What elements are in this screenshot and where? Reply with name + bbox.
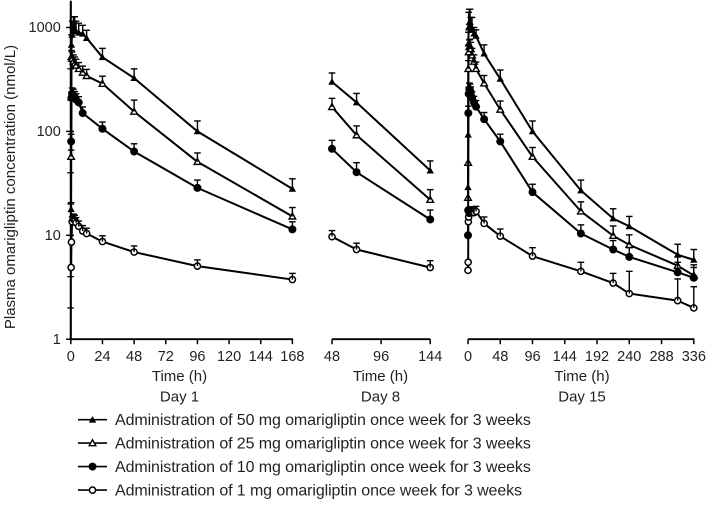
svg-text:Administration of 25 mg omarig: Administration of 25 mg omarigliptin onc… bbox=[115, 435, 531, 452]
svg-text:0: 0 bbox=[464, 349, 472, 365]
svg-text:0: 0 bbox=[67, 349, 75, 365]
svg-text:240: 240 bbox=[617, 349, 641, 365]
svg-text:1: 1 bbox=[53, 332, 61, 348]
svg-text:168: 168 bbox=[280, 349, 304, 365]
svg-text:Day 15: Day 15 bbox=[558, 389, 606, 406]
svg-text:Day 1: Day 1 bbox=[160, 389, 199, 406]
svg-text:Time (h): Time (h) bbox=[554, 368, 609, 385]
svg-text:Time (h): Time (h) bbox=[353, 368, 408, 385]
svg-text:Time (h): Time (h) bbox=[152, 368, 207, 385]
svg-text:192: 192 bbox=[585, 349, 609, 365]
svg-text:48: 48 bbox=[126, 349, 142, 365]
svg-text:96: 96 bbox=[189, 349, 205, 365]
svg-text:336: 336 bbox=[682, 349, 706, 365]
svg-text:Administration of 50 mg omarig: Administration of 50 mg omarigliptin onc… bbox=[115, 412, 531, 429]
svg-text:24: 24 bbox=[94, 349, 110, 365]
svg-text:144: 144 bbox=[418, 349, 442, 365]
svg-text:10: 10 bbox=[45, 228, 61, 244]
svg-text:144: 144 bbox=[249, 349, 273, 365]
svg-text:Administration of 10 mg omarig: Administration of 10 mg omarigliptin onc… bbox=[115, 459, 531, 476]
svg-text:96: 96 bbox=[373, 349, 389, 365]
svg-text:1000: 1000 bbox=[29, 20, 61, 36]
svg-text:Plasma omarigliptin concentrat: Plasma omarigliptin concentration (nmol/… bbox=[2, 45, 19, 329]
svg-text:Administration of 1 mg omarigl: Administration of 1 mg omarigliptin once… bbox=[115, 482, 522, 499]
svg-text:Day 8: Day 8 bbox=[361, 389, 400, 406]
svg-text:120: 120 bbox=[217, 349, 241, 365]
svg-text:72: 72 bbox=[158, 349, 174, 365]
svg-text:96: 96 bbox=[524, 349, 540, 365]
svg-text:48: 48 bbox=[492, 349, 508, 365]
svg-text:48: 48 bbox=[324, 349, 340, 365]
svg-text:100: 100 bbox=[37, 124, 61, 140]
svg-text:288: 288 bbox=[649, 349, 673, 365]
svg-text:144: 144 bbox=[553, 349, 577, 365]
